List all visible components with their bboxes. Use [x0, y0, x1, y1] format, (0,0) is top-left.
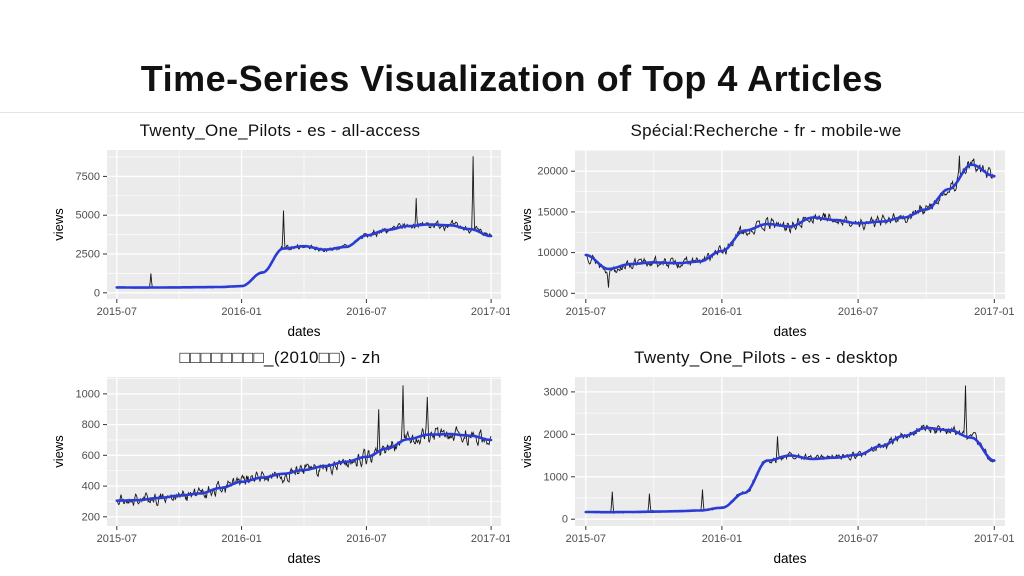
chart-title: □□□□□□□□_(2010□□) - zh — [179, 348, 381, 367]
svg-text:1000: 1000 — [544, 471, 568, 483]
chart-canvas: 0 1000 2000 3000 2015-07 2016-01 2016-07 2017-0… — [519, 377, 1014, 566]
svg-text:2016-07: 2016-07 — [346, 533, 386, 545]
svg-text:2016-07: 2016-07 — [838, 533, 878, 545]
svg-text:0: 0 — [562, 514, 568, 526]
slide-title: Time-Series Visualization of Top 4 Artic… — [140, 58, 884, 99]
chart-twenty-one-pilots-all-access: Twenty_One_Pilots - es - all-access 0 250… — [50, 118, 510, 341]
svg-text:2000: 2000 — [544, 429, 568, 441]
svg-text:views: views — [51, 208, 66, 241]
svg-text:1000: 1000 — [76, 388, 100, 400]
chart-canvas: 5000 10000 15000 20000 2015-07 2016-01 2016-07… — [519, 150, 1014, 339]
svg-text:2015-07: 2015-07 — [566, 533, 606, 545]
svg-text:2016-01: 2016-01 — [221, 306, 261, 318]
svg-text:2016-07: 2016-07 — [346, 306, 386, 318]
svg-text:dates: dates — [773, 324, 806, 339]
svg-text:2017-01: 2017-01 — [974, 533, 1014, 545]
chart-twenty-one-pilots-desktop: Twenty_One_Pilots - es - desktop 0 1000 20… — [518, 345, 1014, 568]
svg-text:views: views — [519, 208, 534, 241]
chart-zh-article: □□□□□□□□_(2010□□) - zh 200 400 600 800 1000 2… — [50, 345, 510, 568]
chart-title: Spécial:Recherche - fr - mobile-we — [630, 121, 902, 140]
svg-text:2015-07: 2015-07 — [566, 306, 606, 318]
svg-text:10000: 10000 — [537, 247, 568, 259]
svg-text:2016-01: 2016-01 — [702, 533, 742, 545]
svg-text:200: 200 — [82, 511, 100, 523]
svg-text:2017-01: 2017-01 — [471, 306, 510, 318]
svg-text:2017-01: 2017-01 — [471, 533, 510, 545]
svg-text:dates: dates — [773, 551, 806, 566]
svg-text:20000: 20000 — [537, 166, 568, 178]
svg-text:800: 800 — [82, 419, 100, 431]
svg-text:400: 400 — [82, 481, 100, 493]
svg-text:2500: 2500 — [76, 249, 100, 261]
svg-text:views: views — [519, 435, 534, 468]
svg-text:dates: dates — [287, 551, 320, 566]
svg-text:15000: 15000 — [537, 206, 568, 218]
svg-text:0: 0 — [94, 287, 100, 299]
chart-canvas: 0 2500 5000 7500 2015-07 2016-01 2016-07 2017-0… — [51, 150, 510, 339]
svg-text:2016-01: 2016-01 — [221, 533, 261, 545]
svg-text:7500: 7500 — [76, 171, 100, 183]
chart-special-recherche-mobile-web: Spécial:Recherche - fr - mobile-we 5000 1… — [518, 118, 1014, 341]
svg-text:3000: 3000 — [544, 386, 568, 398]
chart-title: Twenty_One_Pilots - es - desktop — [634, 348, 898, 367]
svg-text:5000: 5000 — [76, 210, 100, 222]
svg-text:2017-01: 2017-01 — [974, 306, 1014, 318]
title-divider — [0, 112, 1024, 113]
svg-text:dates: dates — [287, 324, 320, 339]
svg-text:5000: 5000 — [544, 288, 568, 300]
svg-text:2016-01: 2016-01 — [702, 306, 742, 318]
svg-text:600: 600 — [82, 450, 100, 462]
chart-canvas: 200 400 600 800 1000 2015-07 2016-01 2016-07 201… — [51, 377, 510, 566]
svg-text:views: views — [51, 435, 66, 468]
svg-text:2016-07: 2016-07 — [838, 306, 878, 318]
chart-title: Twenty_One_Pilots - es - all-access — [139, 121, 421, 140]
svg-text:2015-07: 2015-07 — [97, 533, 137, 545]
charts-grid: Twenty_One_Pilots - es - all-access 0 250… — [50, 118, 1014, 568]
svg-text:2015-07: 2015-07 — [97, 306, 137, 318]
